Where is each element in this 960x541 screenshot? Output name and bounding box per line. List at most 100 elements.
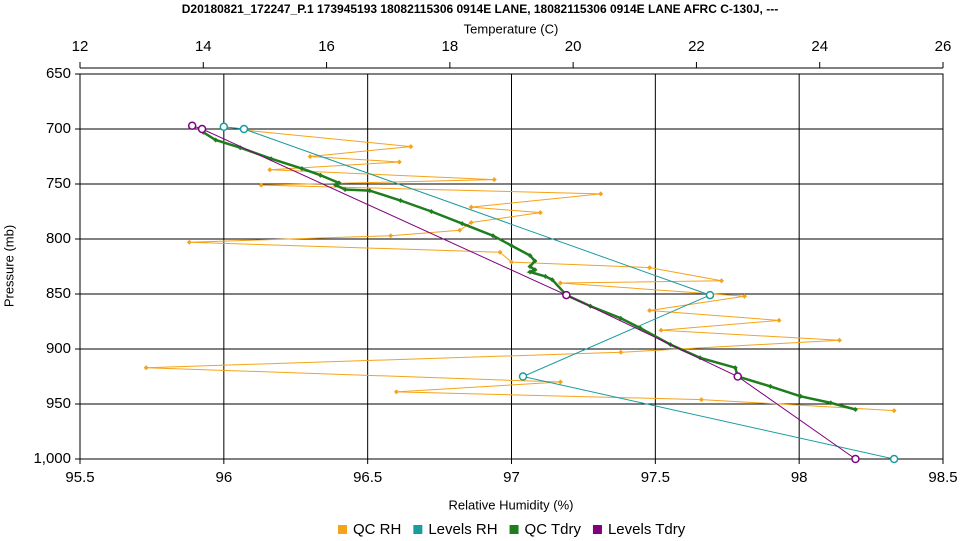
legend-swatch	[338, 525, 347, 534]
point	[798, 393, 804, 399]
x2-tick-label: 16	[318, 38, 335, 55]
legend-swatch	[413, 525, 423, 534]
legend-label: Levels RH	[428, 521, 497, 538]
point	[187, 121, 197, 130]
x2-tick-label: 26	[935, 38, 952, 55]
point	[527, 253, 533, 258]
point	[557, 379, 563, 385]
x-tick-label: 98	[791, 469, 808, 486]
y-tick-label: 800	[46, 230, 71, 247]
point	[618, 315, 624, 321]
point	[186, 239, 192, 245]
y-tick-label: 750	[46, 175, 71, 192]
point	[367, 188, 373, 194]
point	[852, 407, 858, 412]
point	[889, 454, 899, 464]
legend-label: QC Tdry	[525, 521, 582, 538]
point	[468, 220, 474, 225]
point	[457, 227, 463, 233]
point	[388, 233, 394, 239]
point	[459, 221, 465, 227]
point	[509, 243, 514, 249]
x2-axis-title: Temperature (C)	[464, 21, 559, 36]
point	[776, 317, 782, 323]
series-line	[146, 129, 895, 412]
point	[336, 180, 342, 186]
point	[333, 182, 339, 188]
point	[490, 233, 496, 239]
x2-tick-label: 24	[811, 38, 828, 55]
legend-swatch	[509, 525, 519, 534]
point	[518, 372, 528, 381]
point	[891, 408, 897, 414]
point	[342, 187, 348, 192]
point	[598, 191, 604, 197]
x2-tick-label: 14	[195, 38, 212, 55]
point	[732, 365, 738, 371]
point	[718, 278, 724, 284]
point	[733, 372, 742, 381]
legend-swatch	[592, 525, 602, 534]
point	[836, 337, 842, 343]
point	[532, 258, 538, 264]
point	[317, 172, 323, 178]
point	[767, 383, 773, 389]
point	[267, 167, 273, 173]
point	[742, 293, 748, 299]
point	[299, 166, 305, 172]
point	[509, 259, 514, 265]
point	[698, 397, 704, 403]
x2-tick-label: 12	[72, 38, 89, 55]
y-tick-label: 650	[46, 65, 71, 82]
point	[647, 308, 653, 313]
point	[428, 209, 434, 214]
point	[497, 249, 503, 255]
x-tick-label: 96.5	[353, 469, 382, 486]
x-tick-label: 95.5	[65, 469, 94, 486]
point	[542, 273, 548, 279]
point	[549, 277, 555, 283]
point	[239, 124, 249, 134]
y-tick-label: 950	[46, 395, 71, 412]
point	[197, 124, 207, 134]
chart-title: D20180821_172247_P.1 173945193 180821153…	[182, 2, 778, 16]
point	[396, 159, 402, 165]
point	[658, 327, 664, 333]
point	[705, 290, 715, 300]
x-tick-label: 97.5	[641, 469, 670, 486]
y-tick-label: 1,000	[33, 450, 71, 467]
point	[618, 349, 624, 355]
point	[213, 137, 219, 143]
point	[491, 177, 497, 183]
x-tick-label: 98.5	[928, 469, 957, 486]
point	[557, 280, 563, 286]
point	[527, 264, 533, 269]
point	[398, 198, 404, 203]
point	[828, 400, 834, 406]
x2-tick-label: 18	[442, 38, 459, 55]
point	[219, 122, 229, 132]
y-tick-label: 700	[46, 120, 71, 137]
point	[468, 204, 474, 210]
point	[851, 454, 860, 464]
point	[408, 144, 414, 150]
legend-label: QC RH	[353, 521, 401, 538]
point	[258, 182, 264, 188]
point	[143, 365, 149, 371]
y-axis-title: Pressure (mb)	[1, 225, 16, 307]
point	[307, 154, 313, 159]
point	[532, 267, 538, 273]
point	[562, 290, 571, 300]
point	[647, 265, 653, 271]
x-axis-title: Relative Humidity (%)	[449, 497, 574, 512]
x-tick-label: 96	[215, 469, 232, 486]
point	[393, 389, 399, 395]
x2-tick-label: 20	[565, 38, 582, 55]
y-tick-label: 850	[46, 285, 71, 302]
point	[527, 269, 533, 275]
series-line	[202, 131, 856, 411]
legend-label: Levels Tdry	[608, 521, 686, 538]
x-tick-label: 97	[503, 469, 520, 486]
x2-tick-label: 22	[688, 38, 705, 55]
